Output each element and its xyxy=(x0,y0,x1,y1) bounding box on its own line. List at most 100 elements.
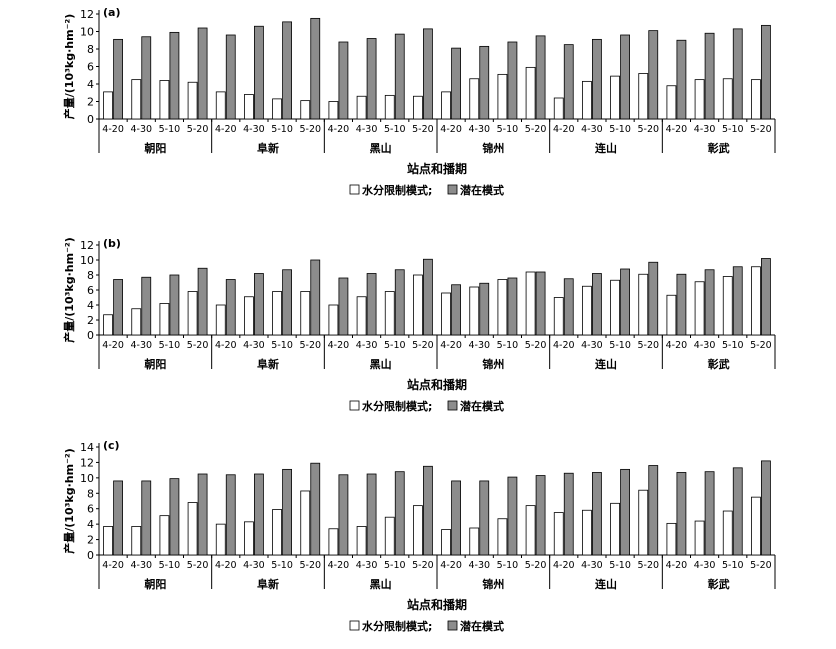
x-tick-label: 4-30 xyxy=(581,124,603,135)
bar-water-limited xyxy=(751,266,761,336)
bar-potential xyxy=(338,41,349,120)
x-tick-label: 5-10 xyxy=(159,124,181,135)
bar-water-limited xyxy=(300,490,311,556)
station-label: 朝阳 xyxy=(144,357,166,371)
bar-water-limited xyxy=(300,291,311,336)
x-tick-label: 5-10 xyxy=(609,560,631,571)
x-tick-label: 4-20 xyxy=(102,340,124,351)
bar-potential xyxy=(592,38,602,120)
x-tick-label: 5-10 xyxy=(384,124,406,135)
x-tick-label: 4-20 xyxy=(328,560,350,571)
bar-water-limited xyxy=(722,78,733,120)
bar-potential xyxy=(563,278,574,336)
bar-potential xyxy=(592,472,602,556)
x-tick-label: 5-20 xyxy=(525,340,547,351)
y-tick-label: 0 xyxy=(87,329,94,342)
bar-water-limited xyxy=(272,291,282,336)
bar-water-limited xyxy=(159,515,170,556)
x-tick-label: 5-20 xyxy=(187,340,209,351)
y-tick-label: 6 xyxy=(87,61,94,74)
bar-potential xyxy=(451,47,461,120)
x-tick-label: 4-30 xyxy=(694,340,716,351)
bar-water-limited xyxy=(610,502,620,556)
x-tick-label: 5-10 xyxy=(384,340,406,351)
bar-water-limited xyxy=(413,95,423,120)
y-tick-label: 0 xyxy=(87,549,94,562)
y-tick-label: 4 xyxy=(87,299,94,312)
bar-water-limited xyxy=(722,510,733,556)
bar-water-limited xyxy=(328,528,339,556)
chart-panel-1: 0 2 4 6 8 10 12 (a) 产量/(10³kg·hm⁻²) 4-20 4-30 5-10 5… xyxy=(62,6,776,197)
station-label: 连山 xyxy=(595,141,617,155)
bar-water-limited xyxy=(525,505,536,556)
x-tick-label: 5-10 xyxy=(722,340,744,351)
x-tick-label: 5-20 xyxy=(525,124,547,135)
x-tick-label: 4-20 xyxy=(440,560,462,571)
y-tick-label: 4 xyxy=(87,78,94,91)
panel-label: (c) xyxy=(103,439,120,452)
bar-potential xyxy=(113,279,123,336)
x-tick-label: 4-30 xyxy=(356,340,378,351)
bar-water-limited xyxy=(694,520,705,556)
bar-potential xyxy=(282,468,292,556)
bar-water-limited xyxy=(666,522,677,556)
x-tick-label: 4-20 xyxy=(215,124,237,135)
bar-potential xyxy=(141,480,152,556)
bar-potential xyxy=(254,25,264,120)
legend-label-water-limited: 水分限制模式; xyxy=(362,183,432,197)
station-label: 阜新 xyxy=(257,141,279,155)
bar-potential xyxy=(141,36,152,120)
station-label: 黑山 xyxy=(370,357,392,371)
station-label: 阜新 xyxy=(257,357,279,371)
bar-water-limited xyxy=(328,101,339,120)
bar-potential xyxy=(423,28,433,120)
bar-potential xyxy=(113,480,123,556)
x-tick-label: 4-30 xyxy=(694,124,716,135)
bar-potential xyxy=(563,472,574,556)
bar-water-limited xyxy=(215,304,226,336)
y-axis-title: 产量/(10³kg·hm⁻²) xyxy=(62,237,76,342)
x-tick-label: 4-20 xyxy=(666,340,688,351)
bar-water-limited xyxy=(638,273,649,336)
x-tick-label: 4-30 xyxy=(243,340,265,351)
y-tick-label: 2 xyxy=(87,96,94,109)
bar-water-limited xyxy=(413,505,423,556)
bar-water-limited xyxy=(103,314,113,336)
x-tick-label: 4-30 xyxy=(356,124,378,135)
legend-label-potential: 潜在模式 xyxy=(460,619,504,633)
x-tick-label: 4-20 xyxy=(328,340,350,351)
bar-water-limited xyxy=(159,303,170,336)
bar-water-limited xyxy=(131,526,142,556)
bar-potential xyxy=(761,24,771,120)
x-tick-label: 4-30 xyxy=(468,340,490,351)
panel-label: (b) xyxy=(103,237,121,250)
x-tick-label: 5-20 xyxy=(299,560,321,571)
bar-water-limited xyxy=(751,496,761,556)
x-tick-label: 5-10 xyxy=(722,560,744,571)
bar-potential xyxy=(366,273,377,336)
bar-potential xyxy=(620,268,630,336)
y-tick-label: 12 xyxy=(80,8,94,21)
bar-water-limited xyxy=(441,292,451,336)
bar-potential xyxy=(366,473,377,556)
y-tick-label: 2 xyxy=(87,314,94,327)
y-tick-label: 6 xyxy=(87,503,94,516)
y-tick-label: 10 xyxy=(80,26,94,39)
x-tick-label: 4-30 xyxy=(468,560,490,571)
bar-water-limited xyxy=(497,279,508,336)
y-tick-label: 12 xyxy=(80,239,94,252)
bar-water-limited xyxy=(244,94,254,120)
bar-potential xyxy=(479,45,490,120)
x-tick-label: 5-10 xyxy=(159,340,181,351)
x-tick-label: 5-10 xyxy=(384,560,406,571)
legend-swatch-water-limited xyxy=(349,400,360,411)
station-label: 朝阳 xyxy=(144,141,166,155)
bar-water-limited xyxy=(497,73,508,120)
bar-water-limited xyxy=(666,294,677,336)
x-tick-label: 4-30 xyxy=(243,560,265,571)
bar-potential xyxy=(169,31,180,120)
bar-potential xyxy=(394,471,405,556)
bar-potential xyxy=(197,27,208,120)
x-tick-label: 5-10 xyxy=(271,340,293,351)
